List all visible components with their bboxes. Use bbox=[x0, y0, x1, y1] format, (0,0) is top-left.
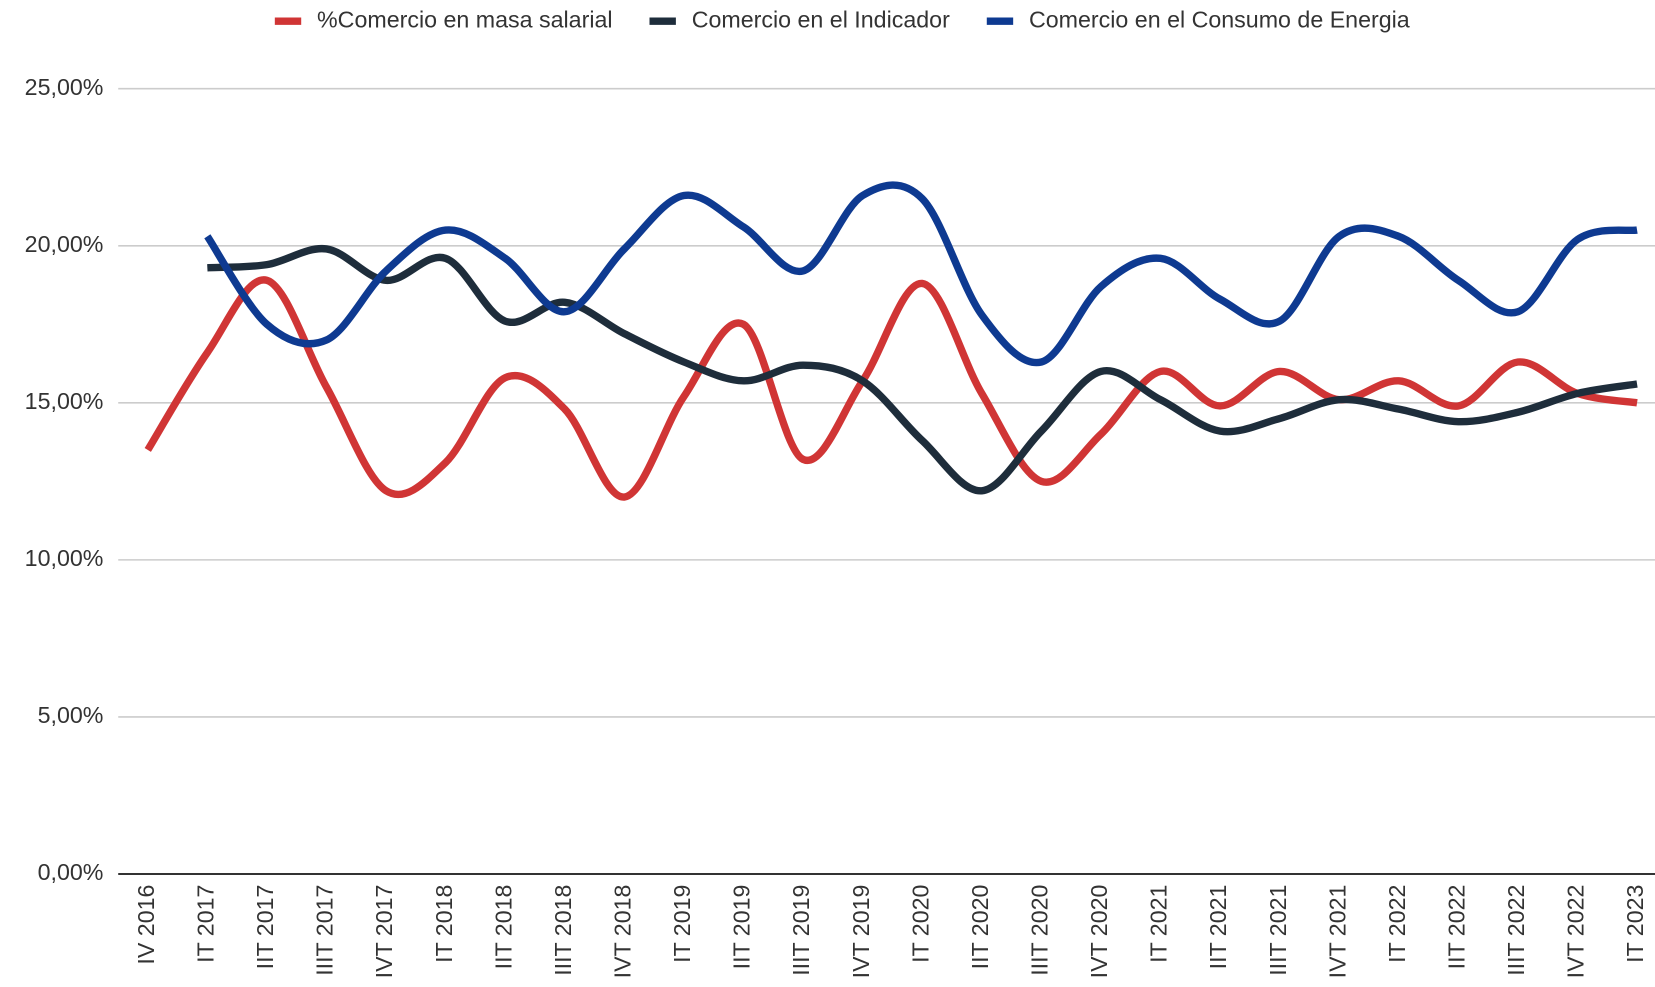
legend-label: Comercio en el Consumo de Energia bbox=[1029, 6, 1410, 32]
x-tick-label: IVT 2020 bbox=[1086, 885, 1112, 979]
y-tick-label: 20,00% bbox=[25, 231, 104, 257]
x-tick-label: IVT 2022 bbox=[1563, 885, 1589, 979]
y-tick-label: 15,00% bbox=[25, 388, 104, 414]
x-tick-label: IIT 2017 bbox=[252, 885, 278, 970]
y-tick-label: 0,00% bbox=[38, 859, 104, 885]
x-tick-label: IVT 2021 bbox=[1324, 885, 1350, 979]
legend-label: %Comercio en masa salarial bbox=[317, 6, 613, 32]
x-tick-label: IV 2016 bbox=[133, 885, 159, 965]
x-tick-label: IIIT 2020 bbox=[1026, 885, 1052, 976]
x-tick-label: IT 2018 bbox=[431, 885, 457, 963]
x-tick-label: IVT 2017 bbox=[371, 885, 397, 979]
x-tick-label: IVT 2018 bbox=[609, 885, 635, 979]
x-tick-label: IIT 2020 bbox=[967, 885, 993, 970]
x-tick-label: IT 2021 bbox=[1146, 885, 1172, 963]
x-tick-label: IIIT 2021 bbox=[1265, 885, 1291, 976]
series-line bbox=[144, 276, 1638, 501]
x-tick-label: IT 2020 bbox=[907, 885, 933, 963]
x-tick-label: IT 2017 bbox=[192, 885, 218, 963]
x-tick-label: IIT 2018 bbox=[490, 885, 516, 970]
series-line bbox=[207, 244, 1638, 495]
x-tick-label: IT 2019 bbox=[669, 885, 695, 963]
y-tick-label: 5,00% bbox=[38, 702, 104, 728]
x-tick-label: IIT 2019 bbox=[729, 885, 755, 970]
series-line bbox=[204, 181, 1638, 367]
legend-label: Comercio en el Indicador bbox=[692, 6, 950, 32]
legend-item: Comercio en el Indicador bbox=[649, 6, 950, 32]
x-tick-label: IIIT 2019 bbox=[788, 885, 814, 976]
legend-item: %Comercio en masa salarial bbox=[274, 6, 613, 32]
x-tick-label: IT 2023 bbox=[1622, 885, 1648, 963]
x-tick-label: IT 2022 bbox=[1384, 885, 1410, 963]
x-tick-label: IIIT 2017 bbox=[312, 885, 338, 976]
legend: %Comercio en masa salarial Comercio en el… bbox=[274, 6, 1410, 32]
x-tick-label: IIT 2022 bbox=[1443, 885, 1469, 970]
x-tick-label: IVT 2019 bbox=[848, 885, 874, 979]
y-tick-label: 10,00% bbox=[25, 545, 104, 571]
x-tick-label: IIIT 2018 bbox=[550, 885, 576, 976]
legend-item: Comercio en el Consumo de Energia bbox=[986, 6, 1410, 32]
y-tick-label: 25,00% bbox=[25, 74, 104, 100]
x-tick-label: IIIT 2022 bbox=[1503, 885, 1529, 976]
x-tick-label: IIT 2021 bbox=[1205, 885, 1231, 970]
